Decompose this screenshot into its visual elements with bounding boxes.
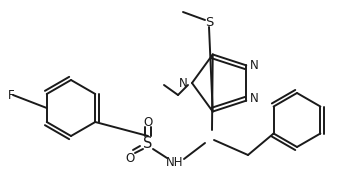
Text: F: F	[8, 89, 15, 102]
Text: N: N	[179, 76, 188, 89]
Text: O: O	[143, 116, 153, 129]
Text: N: N	[250, 59, 259, 72]
Text: O: O	[125, 152, 135, 164]
Text: S: S	[143, 135, 153, 150]
Text: NH: NH	[166, 156, 184, 169]
Text: S: S	[205, 15, 213, 28]
Text: N: N	[250, 92, 259, 105]
